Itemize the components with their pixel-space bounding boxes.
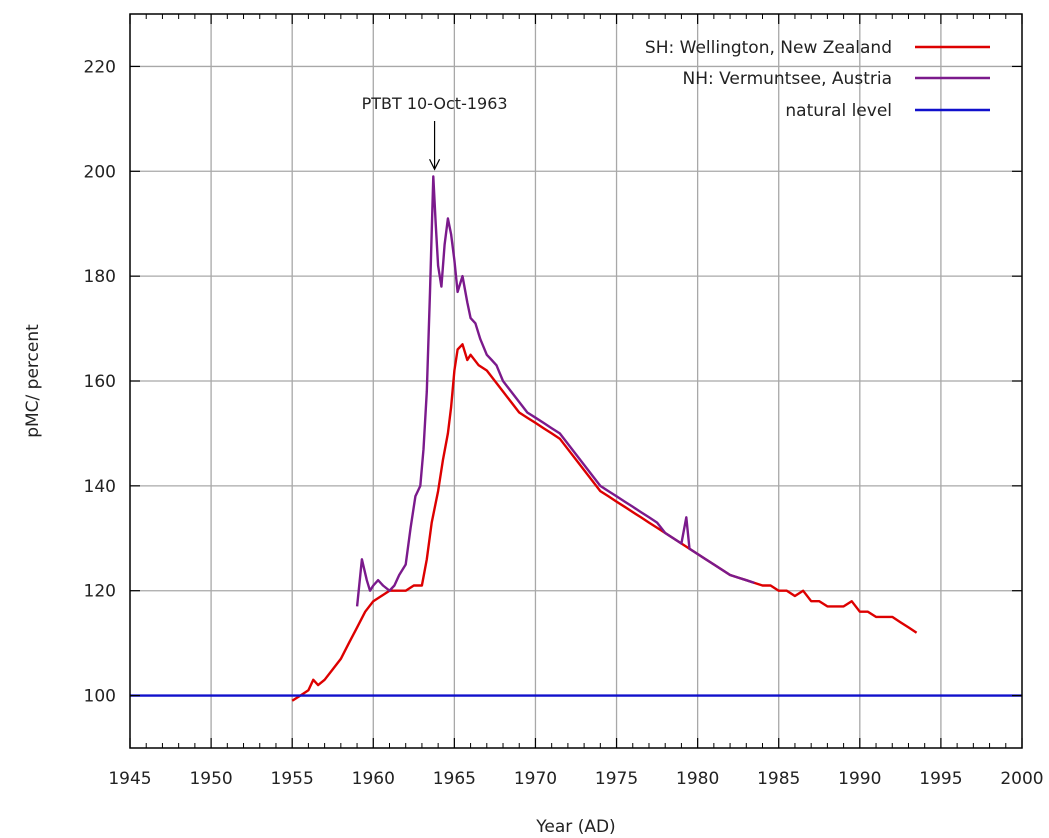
annotation-arrowhead	[429, 159, 441, 171]
ticks: 1945 1950 1955 1960 1965 1970 1975 1980 1985 1990…	[84, 14, 1044, 789]
series-line-nh-vermuntsee-austria	[355, 175, 755, 607]
x-axis-label: Year (AD)	[535, 817, 615, 837]
x-tick-label: 1950	[189, 769, 232, 789]
x-tick-label: 1975	[595, 769, 638, 789]
series-line-sh-wellington-new-zealand	[291, 343, 918, 702]
legend-label: natural level	[785, 101, 892, 121]
annotation: PTBT 10-Oct-1963	[362, 94, 508, 171]
x-tick-label: 1970	[514, 769, 557, 789]
x-tick-label: 1985	[757, 769, 800, 789]
y-tick-label: 100	[84, 687, 116, 707]
x-tick-label: 1945	[108, 769, 151, 789]
x-tick-label: 1960	[352, 769, 395, 789]
x-tick-label: 1995	[919, 769, 962, 789]
x-tick-label: 1980	[676, 769, 719, 789]
x-tick-label: 1955	[271, 769, 314, 789]
y-tick-label: 120	[84, 582, 116, 602]
x-tick-label: 2000	[1000, 769, 1043, 789]
legend-label: NH: Vermuntsee, Austria	[682, 69, 892, 89]
x-tick-label: 1990	[838, 769, 881, 789]
legend-label: SH: Wellington, New Zealand	[645, 38, 892, 58]
y-tick-label: 200	[84, 162, 116, 182]
series-layer	[130, 175, 1022, 702]
x-tick-label: 1965	[433, 769, 476, 789]
legend: SH: Wellington, New Zealand NH: Vermuntse…	[645, 38, 990, 121]
annotation-label: PTBT 10-Oct-1963	[362, 94, 508, 113]
y-tick-label: 160	[84, 372, 116, 392]
y-tick-label: 180	[84, 267, 116, 287]
y-tick-label: 140	[84, 477, 116, 497]
y-axis-label: pMC/ percent	[23, 324, 43, 438]
y-tick-label: 220	[84, 57, 116, 77]
